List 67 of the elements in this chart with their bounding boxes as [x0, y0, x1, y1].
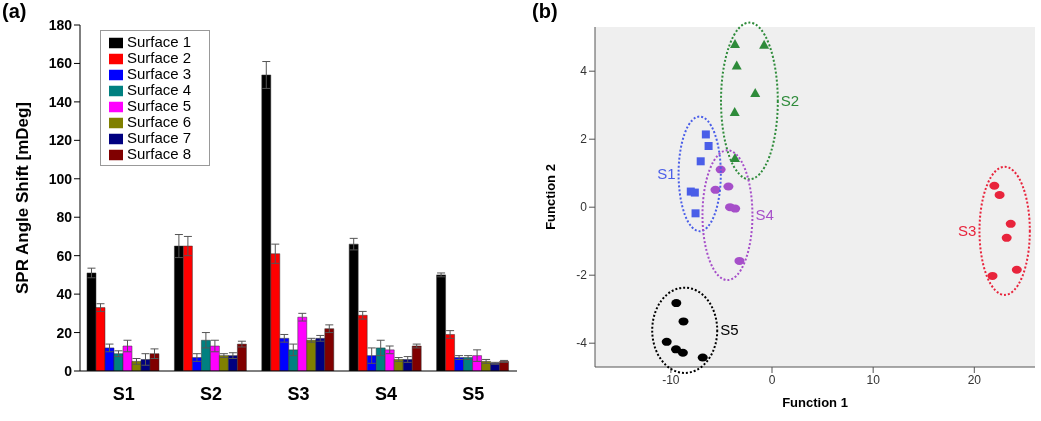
- y-tick-label: 180: [48, 16, 73, 33]
- legend-label: Surface 2: [127, 49, 192, 67]
- y-tick-label: 80: [56, 209, 73, 226]
- point: [691, 209, 700, 218]
- point: [729, 152, 740, 162]
- series-label: S3: [958, 221, 977, 239]
- series-label: S5: [720, 321, 739, 339]
- chart-title: (a): [2, 0, 27, 23]
- x-tick-label: 0: [768, 372, 776, 387]
- point: [678, 317, 689, 326]
- point: [677, 348, 688, 357]
- series-label: S4: [755, 206, 774, 224]
- point: [750, 87, 761, 97]
- point: [704, 142, 713, 150]
- y-tick-label: 60: [56, 247, 73, 264]
- point: [697, 353, 708, 362]
- legend-label: Surface 4: [127, 81, 192, 99]
- y-tick-label: -2: [576, 268, 588, 283]
- legend-label: Surface 7: [127, 129, 192, 147]
- chart-title: (b): [532, 0, 558, 23]
- y-axis-title: SPR Angle Shift [mDeg]: [13, 101, 33, 295]
- y-tick-label: -4: [576, 336, 588, 351]
- point: [671, 299, 682, 308]
- point: [1011, 265, 1022, 274]
- point: [696, 157, 705, 166]
- y-tick-label: 20: [56, 324, 73, 341]
- point: [731, 60, 742, 70]
- point: [1005, 219, 1016, 228]
- legend-label: Surface 5: [127, 97, 192, 115]
- x-tick-label: S4: [374, 383, 397, 404]
- x-tick-label: S1: [112, 383, 135, 404]
- point: [987, 271, 998, 280]
- point: [710, 185, 721, 194]
- y-tick-label: 140: [48, 93, 73, 110]
- point: [690, 188, 699, 197]
- x-tick-label: 20: [967, 372, 982, 387]
- x-tick-label: S2: [200, 383, 223, 404]
- point: [661, 337, 672, 346]
- legend-label: Surface 1: [127, 33, 192, 50]
- legend-label: Surface 8: [127, 145, 192, 163]
- point: [723, 182, 734, 191]
- point: [759, 39, 770, 49]
- y-tick-label: 120: [48, 132, 73, 149]
- y-tick-label: 160: [48, 55, 73, 72]
- point: [730, 204, 741, 213]
- point: [734, 256, 745, 265]
- y-tick-label: 0: [580, 200, 588, 215]
- series-label: S1: [657, 164, 676, 182]
- x-tick-label: 10: [866, 372, 881, 387]
- y-tick-label: 2: [580, 132, 588, 147]
- y-tick-label: 100: [48, 170, 73, 187]
- x-axis-title: Function 1: [782, 395, 848, 410]
- legend-label: Surface 6: [127, 113, 192, 131]
- series-label: S2: [780, 91, 800, 109]
- x-tick-label: S5: [462, 383, 485, 404]
- legend-label: Surface 3: [127, 65, 192, 83]
- y-tick-label: 4: [580, 64, 588, 79]
- point: [729, 39, 740, 48]
- point: [1001, 233, 1012, 242]
- x-tick-label: S3: [287, 383, 310, 404]
- y-axis-title: Function 2: [542, 164, 558, 230]
- point: [989, 181, 1000, 190]
- point: [701, 130, 710, 139]
- point: [994, 190, 1005, 199]
- point: [729, 107, 740, 116]
- x-tick-label: -10: [662, 372, 680, 387]
- y-tick-label: 40: [56, 286, 73, 303]
